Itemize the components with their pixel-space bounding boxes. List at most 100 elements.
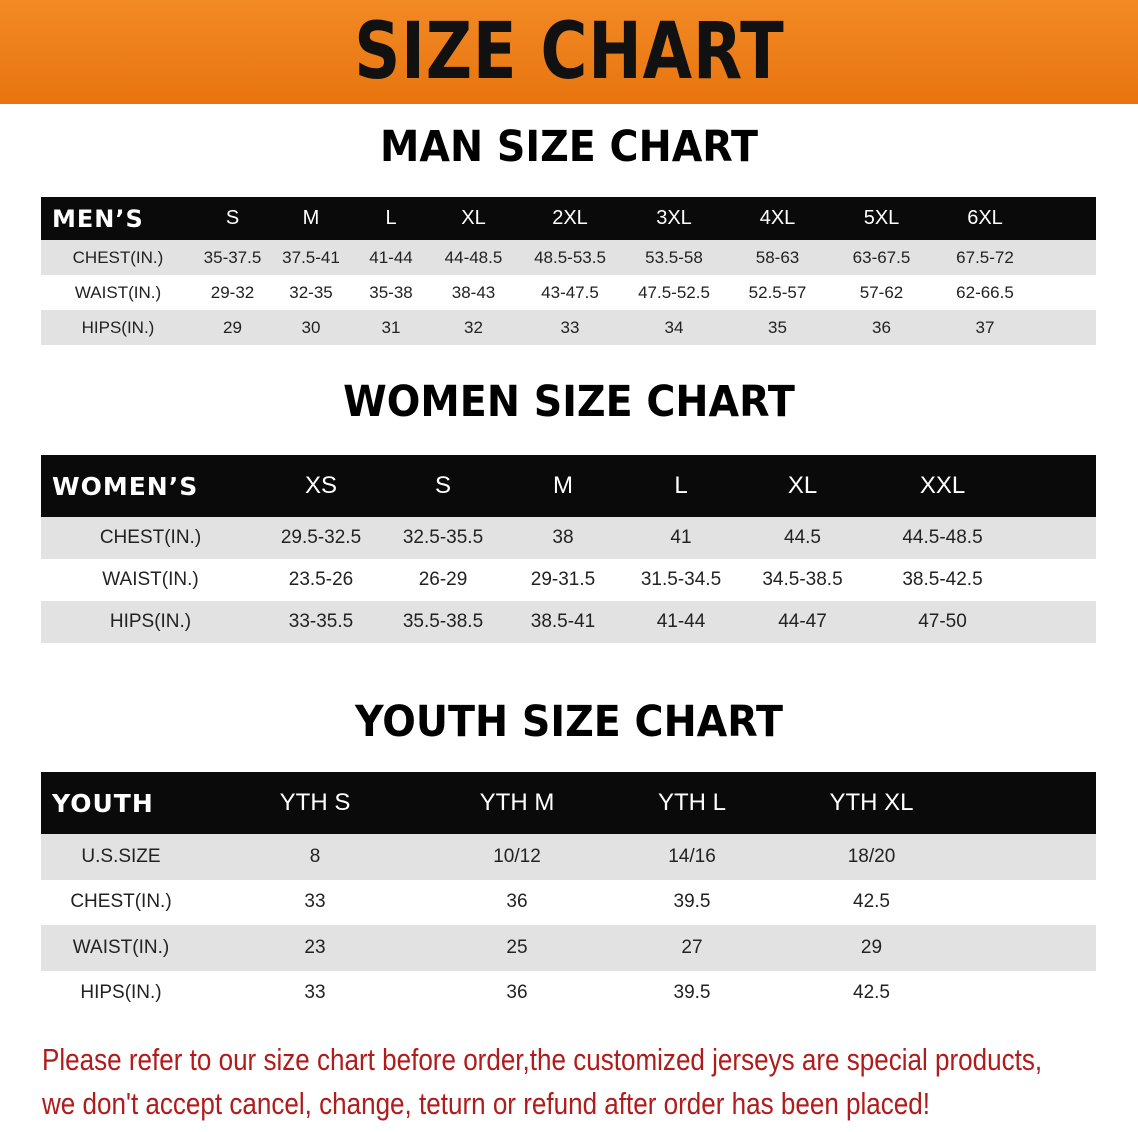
table-row: HIPS(IN.) 29 30 31 32 33 34 35 36 37 [41,310,1096,345]
size-header: XXL [865,455,1020,517]
measurement-value: 29-32 [195,275,270,310]
measurement-value: 31 [352,310,430,345]
measurement-value: 34.5-38.5 [740,559,865,601]
measurement-value: 67.5-72 [933,240,1037,275]
size-header: M [504,455,622,517]
table-row: CHEST(IN.) 35-37.5 37.5-41 41-44 44-48.5 48.5… [41,240,1096,275]
measurement-value: 23 [201,925,429,971]
measurement-value: 58-63 [725,240,830,275]
measurement-value: 41-44 [352,240,430,275]
order-notice: Please refer to our size chart before or… [42,1038,1043,1126]
measurement-value: 38.5-41 [504,601,622,643]
measurement-value: 38-43 [430,275,517,310]
measurement-label: CHEST(IN.) [41,517,260,559]
measurement-value: 30 [270,310,352,345]
header-row: YOUTH YTH S YTH M YTH L YTH XL [41,772,1096,834]
table-label: WOMEN’S [41,455,260,517]
size-header: 2XL [517,197,623,240]
measurement-value: 47.5-52.5 [623,275,725,310]
table-row: U.S.SIZE 8 10/12 14/16 18/20 [41,834,1096,880]
size-header: YTH L [605,772,779,834]
notice-line: we don't accept cancel, change, teturn o… [42,1086,931,1121]
measurement-value: 35.5-38.5 [382,601,504,643]
size-header: S [195,197,270,240]
measurement-label: WAIST(IN.) [41,559,260,601]
measurement-value: 29 [779,925,964,971]
measurement-value: 33 [201,970,429,1016]
women-section-title: WOMEN SIZE CHART [343,377,795,427]
notice-line: Please refer to our size chart before or… [42,1042,1043,1077]
size-header: 4XL [725,197,830,240]
measurement-value: 39.5 [605,970,779,1016]
measurement-value: 52.5-57 [725,275,830,310]
header-row: MEN’S S M L XL 2XL 3XL 4XL 5XL 6XL [41,197,1096,240]
measurement-value: 44-47 [740,601,865,643]
measurement-value: 18/20 [779,834,964,880]
measurement-value: 44-48.5 [430,240,517,275]
measurement-value: 47-50 [865,601,1020,643]
men-size-table: MEN’S S M L XL 2XL 3XL 4XL 5XL 6XL CHEST(IN.) 35-37… [41,197,1096,345]
table-row: HIPS(IN.) 33 36 39.5 42.5 [41,970,1096,1016]
measurement-value: 29-31.5 [504,559,622,601]
measurement-value: 34 [623,310,725,345]
measurement-label: WAIST(IN.) [41,275,195,310]
size-header: 6XL [933,197,1037,240]
measurement-label: CHEST(IN.) [41,240,195,275]
size-header: XL [740,455,865,517]
measurement-value: 43-47.5 [517,275,623,310]
size-header: L [622,455,740,517]
measurement-value: 14/16 [605,834,779,880]
measurement-value: 35 [725,310,830,345]
measurement-value: 33-35.5 [260,601,382,643]
measurement-value: 26-29 [382,559,504,601]
title-banner: SIZE CHART [0,0,1138,104]
measurement-value: 39.5 [605,879,779,925]
page-title: SIZE CHART [353,7,785,97]
measurement-value: 62-66.5 [933,275,1037,310]
size-header: 5XL [830,197,933,240]
measurement-value: 37.5-41 [270,240,352,275]
measurement-label: U.S.SIZE [41,834,201,880]
measurement-value: 29 [195,310,270,345]
measurement-label: HIPS(IN.) [41,970,201,1016]
measurement-value: 36 [429,879,605,925]
table-row: CHEST(IN.) 33 36 39.5 42.5 [41,879,1096,925]
measurement-value: 41 [622,517,740,559]
table-label: YOUTH [41,772,201,834]
measurement-value: 25 [429,925,605,971]
measurement-value: 29.5-32.5 [260,517,382,559]
size-header: YTH S [201,772,429,834]
table-label: MEN’S [41,197,195,240]
measurement-value: 44.5-48.5 [865,517,1020,559]
measurement-value: 33 [517,310,623,345]
header-row: WOMEN’S XS S M L XL XXL [41,455,1096,517]
size-header: YTH XL [779,772,964,834]
measurement-value: 35-38 [352,275,430,310]
measurement-value: 32.5-35.5 [382,517,504,559]
measurement-value: 38 [504,517,622,559]
measurement-value: 8 [201,834,429,880]
measurement-label: CHEST(IN.) [41,879,201,925]
measurement-label: HIPS(IN.) [41,601,260,643]
table-row: CHEST(IN.) 29.5-32.5 32.5-35.5 38 41 44.5 44.5… [41,517,1096,559]
table-row: WAIST(IN.) 29-32 32-35 35-38 38-43 43-47.5 47.… [41,275,1096,310]
measurement-label: HIPS(IN.) [41,310,195,345]
youth-section-title: YOUTH SIZE CHART [354,697,783,747]
measurement-value: 38.5-42.5 [865,559,1020,601]
measurement-value: 41-44 [622,601,740,643]
size-header: 3XL [623,197,725,240]
measurement-value: 57-62 [830,275,933,310]
men-section-title: MAN SIZE CHART [379,122,758,172]
measurement-value: 36 [830,310,933,345]
measurement-value: 32 [430,310,517,345]
size-header: L [352,197,430,240]
measurement-value: 36 [429,970,605,1016]
measurement-value: 33 [201,879,429,925]
size-header: XL [430,197,517,240]
table-row: WAIST(IN.) 23 25 27 29 [41,925,1096,971]
table-row: HIPS(IN.) 33-35.5 35.5-38.5 38.5-41 41-44 44-… [41,601,1096,643]
measurement-label: WAIST(IN.) [41,925,201,971]
measurement-value: 42.5 [779,879,964,925]
measurement-value: 10/12 [429,834,605,880]
measurement-value: 32-35 [270,275,352,310]
